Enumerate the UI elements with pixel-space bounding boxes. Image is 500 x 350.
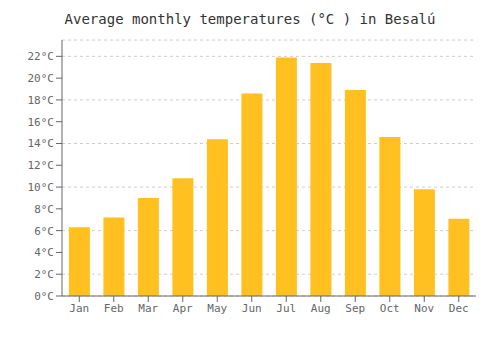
svg-text:Jul: Jul	[276, 302, 296, 315]
svg-text:18°C: 18°C	[28, 94, 55, 107]
svg-text:14°C: 14°C	[28, 137, 55, 150]
svg-text:Oct: Oct	[380, 302, 400, 315]
svg-text:0°C: 0°C	[34, 290, 54, 303]
svg-text:Apr: Apr	[173, 302, 193, 315]
svg-text:Nov: Nov	[414, 302, 434, 315]
svg-text:Mar: Mar	[138, 302, 158, 315]
svg-text:12°C: 12°C	[28, 159, 55, 172]
svg-text:Feb: Feb	[104, 302, 124, 315]
svg-text:10°C: 10°C	[28, 181, 55, 194]
svg-text:8°C: 8°C	[34, 203, 54, 216]
svg-text:Jun: Jun	[242, 302, 262, 315]
svg-text:22°C: 22°C	[28, 50, 55, 63]
html-text:Average monthly temperatures (: Average monthly temperatures (°C ) in Be…	[64, 11, 436, 27]
svg-text:Jan: Jan	[69, 302, 89, 315]
svg-text:4°C: 4°C	[34, 246, 54, 259]
svg-text:16°C: 16°C	[28, 116, 55, 129]
svg-text:20°C: 20°C	[28, 72, 55, 85]
svg-text:Dec: Dec	[449, 302, 469, 315]
svg-text:Sep: Sep	[345, 302, 365, 315]
svg-text:May: May	[207, 302, 227, 315]
svg-text:Aug: Aug	[311, 302, 331, 315]
svg-text:2°C: 2°C	[34, 268, 54, 281]
svg-text:6°C: 6°C	[34, 225, 54, 238]
